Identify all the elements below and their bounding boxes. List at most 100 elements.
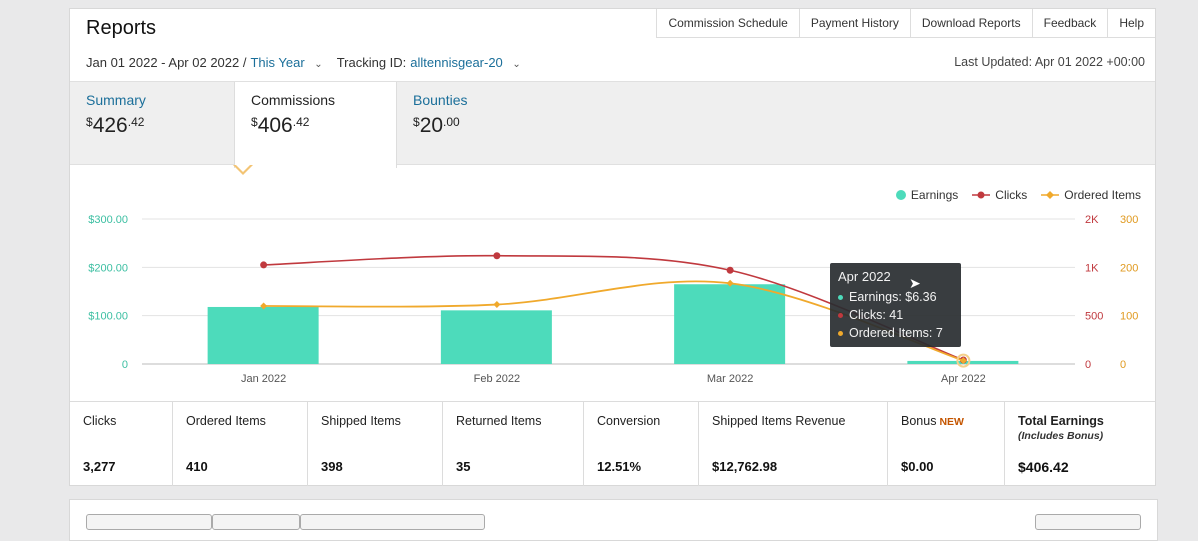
lower-tab-button[interactable] bbox=[212, 514, 300, 530]
page-title: Reports bbox=[86, 17, 157, 39]
ordered-items-point bbox=[959, 357, 967, 365]
stat-value: $406.42 bbox=[1018, 459, 1069, 475]
stat-shipped-items: Shipped Items 398 bbox=[308, 402, 443, 486]
tooltip-title: Apr 2022 bbox=[838, 269, 891, 284]
stat-value: $0.00 bbox=[901, 459, 934, 474]
lower-tab-button[interactable] bbox=[86, 514, 212, 530]
ordered-axis-tick: 100 bbox=[1120, 311, 1138, 323]
stat-label: Shipped Items bbox=[321, 414, 401, 428]
date-preset-dropdown[interactable]: This Year ⌄ bbox=[250, 55, 322, 70]
left-axis-tick: $100.00 bbox=[88, 311, 128, 323]
legend-clicks[interactable]: Clicks bbox=[972, 188, 1027, 202]
stat-value: 12.51% bbox=[597, 459, 642, 474]
left-axis-tick: $300.00 bbox=[88, 214, 128, 226]
chart-legend: Earnings Clicks Ordered Items bbox=[895, 188, 1141, 202]
top-nav: Commission Schedule Payment History Down… bbox=[656, 9, 1155, 38]
chevron-down-icon: ⌄ bbox=[512, 59, 521, 70]
earnings-bar bbox=[674, 284, 786, 364]
stat-value: 398 bbox=[321, 459, 343, 474]
stat-shipped-items-revenue: Shipped Items Revenue $12,762.98 bbox=[699, 402, 888, 486]
tab-bounties-label: Bounties bbox=[413, 92, 468, 108]
stat-conversion: Conversion 12.51% bbox=[584, 402, 699, 486]
stat-value: 35 bbox=[456, 459, 471, 474]
clicks-axis-tick: 0 bbox=[1085, 359, 1091, 371]
stat-value: 410 bbox=[186, 459, 208, 474]
chevron-down-icon: ⌄ bbox=[314, 59, 323, 70]
earnings-bar bbox=[440, 310, 552, 364]
feedback-link[interactable]: Feedback bbox=[1032, 9, 1109, 38]
legend-clicks-label: Clicks bbox=[995, 188, 1028, 202]
earnings-chart: 0 $100.00 $200.00 $300.00 0 500 1K 2K 0 100 200 300… bbox=[88, 214, 1138, 385]
stat-returned-items: Returned Items 35 bbox=[443, 402, 584, 486]
stat-label: Bonus NEW bbox=[901, 414, 964, 428]
stat-label: Total Earnings bbox=[1018, 414, 1104, 428]
clicks-point bbox=[726, 266, 734, 274]
tooltip-earnings: Earnings: $6.36 bbox=[838, 288, 953, 306]
date-preset-label: This Year bbox=[250, 55, 305, 70]
stat-sublabel: (Includes Bonus) bbox=[1018, 430, 1104, 442]
stat-label: Shipped Items Revenue bbox=[712, 414, 846, 428]
tab-commissions[interactable]: Commissions $406.42 bbox=[234, 82, 397, 168]
tab-commissions-value: $406.42 bbox=[251, 114, 310, 137]
tracking-label: Tracking ID: bbox=[336, 55, 407, 70]
earnings-bar bbox=[207, 306, 319, 364]
stat-total-earnings: Total Earnings (Includes Bonus) $406.42 bbox=[1005, 402, 1155, 486]
stat-label: Returned Items bbox=[456, 414, 542, 428]
stat-value: 3,277 bbox=[83, 459, 116, 474]
legend-ordered-items-label: Ordered Items bbox=[1064, 188, 1141, 202]
clicks-axis-tick: 1K bbox=[1085, 262, 1099, 274]
lower-panel bbox=[69, 499, 1158, 541]
left-axis-tick: $200.00 bbox=[88, 262, 128, 274]
ordered-axis-tick: 300 bbox=[1120, 214, 1138, 226]
stat-value: $12,762.98 bbox=[712, 459, 778, 474]
stats-row: Clicks 3,277 Ordered Items 410 Shipped I… bbox=[70, 401, 1155, 486]
lower-action-button[interactable] bbox=[1035, 514, 1141, 530]
stat-label: Ordered Items bbox=[186, 414, 266, 428]
stat-clicks: Clicks 3,277 bbox=[70, 402, 173, 486]
tab-bounties-value: $20.00 bbox=[413, 114, 460, 137]
x-axis-label: Apr 2022 bbox=[941, 373, 986, 385]
ordered-items-point bbox=[726, 279, 734, 287]
clicks-point bbox=[493, 252, 501, 260]
date-range: Jan 01 2022 - Apr 02 2022 / bbox=[86, 55, 247, 70]
ordered-items-line-icon bbox=[1041, 191, 1060, 199]
active-tab-pointer bbox=[233, 164, 253, 175]
payment-history-link[interactable]: Payment History bbox=[799, 9, 911, 38]
help-link[interactable]: Help bbox=[1108, 9, 1155, 38]
tooltip-clicks: Clicks: 41 bbox=[838, 306, 953, 324]
clicks-axis-tick: 2K bbox=[1085, 214, 1099, 226]
legend-ordered-items[interactable]: Ordered Items bbox=[1041, 188, 1141, 202]
ordered-items-point bbox=[260, 302, 268, 310]
ordered-axis-tick: 200 bbox=[1120, 262, 1138, 274]
x-axis-label: Feb 2022 bbox=[474, 373, 520, 385]
x-axis-label: Mar 2022 bbox=[707, 373, 753, 385]
tab-summary-label: Summary bbox=[86, 92, 146, 108]
mouse-pointer-icon: ➤ bbox=[909, 275, 921, 291]
clicks-point bbox=[260, 261, 268, 269]
tab-summary[interactable]: Summary $426.42 bbox=[70, 82, 234, 164]
last-updated: Last Updated: Apr 01 2022 +00:00 bbox=[954, 55, 1145, 69]
tracking-id-value: alltennisgear-20 bbox=[410, 55, 503, 70]
tab-commissions-label: Commissions bbox=[251, 92, 336, 108]
new-badge: NEW bbox=[939, 416, 964, 428]
left-axis-tick: 0 bbox=[122, 359, 128, 371]
legend-earnings-label: Earnings bbox=[910, 188, 959, 202]
lower-tab-button[interactable] bbox=[300, 514, 485, 530]
hover-highlight bbox=[956, 353, 971, 368]
reports-card: Reports Commission Schedule Payment Hist… bbox=[69, 8, 1156, 486]
clicks-axis-tick: 500 bbox=[1085, 311, 1103, 323]
download-reports-link[interactable]: Download Reports bbox=[910, 9, 1033, 38]
stat-label: Conversion bbox=[597, 414, 661, 428]
tooltip-ordered-items: Ordered Items: 7 bbox=[838, 324, 953, 342]
stat-label: Clicks bbox=[83, 414, 117, 428]
tab-bounties[interactable]: Bounties $20.00 bbox=[397, 82, 567, 164]
commission-schedule-link[interactable]: Commission Schedule bbox=[657, 9, 800, 38]
tab-summary-value: $426.42 bbox=[86, 114, 145, 137]
ordered-items-point bbox=[493, 301, 501, 309]
chart-tooltip: Apr 2022 Earnings: $6.36 Clicks: 41 Orde… bbox=[830, 263, 961, 347]
stat-ordered-items: Ordered Items 410 bbox=[173, 402, 308, 486]
tracking-id-dropdown[interactable]: alltennisgear-20 ⌄ bbox=[410, 55, 521, 70]
legend-earnings[interactable]: Earnings bbox=[895, 188, 959, 202]
filters-row: Jan 01 2022 - Apr 02 2022 / This Year ⌄ … bbox=[86, 55, 521, 70]
x-axis-label: Jan 2022 bbox=[241, 373, 286, 385]
